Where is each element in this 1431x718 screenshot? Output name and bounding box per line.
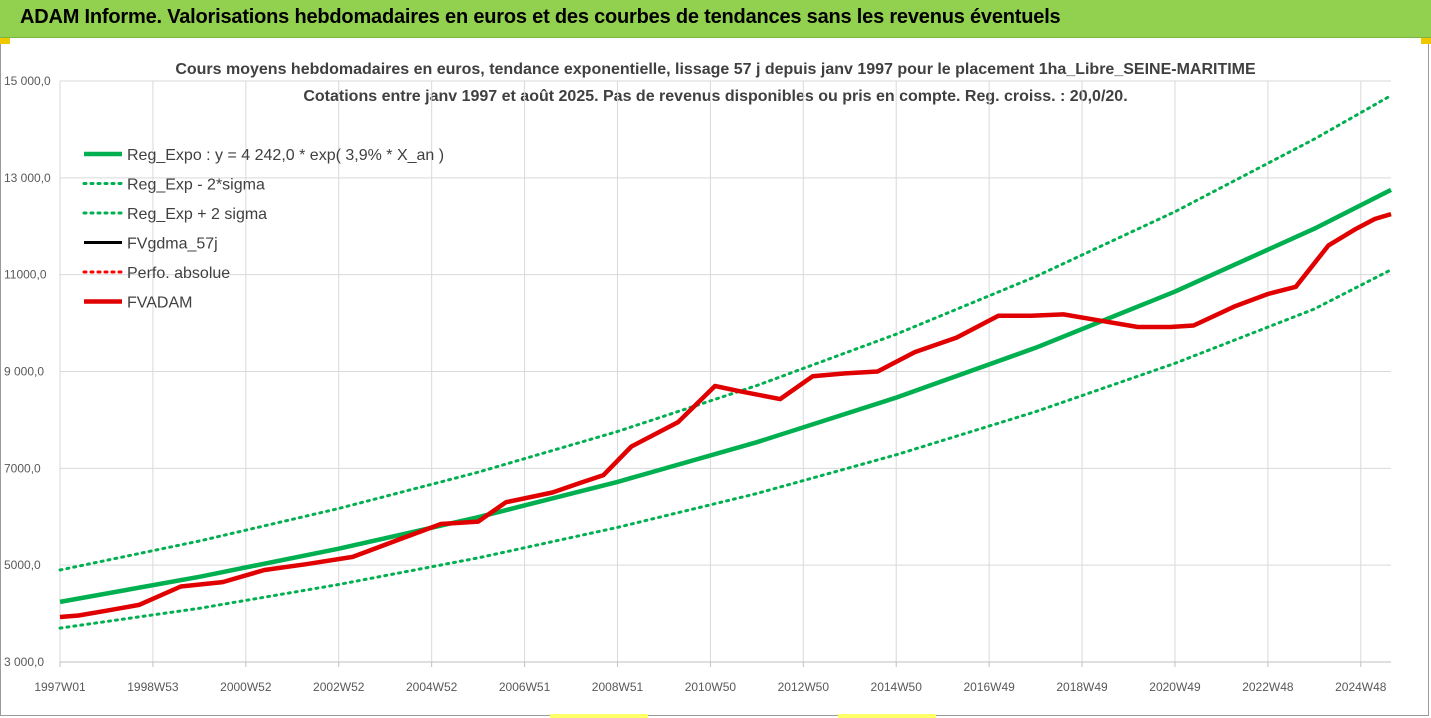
y-tick-label: 15 000,0 xyxy=(4,74,51,88)
y-tick-label: 7000,0 xyxy=(4,461,41,475)
x-tick-label: 1998W53 xyxy=(127,680,179,694)
report-title: ADAM Informe. Valorisations hebdomadaire… xyxy=(20,6,1061,28)
report-banner: ADAM Informe. Valorisations hebdomadaire… xyxy=(0,0,1431,38)
chart-subtitle: Cotations entre janv 1997 et août 2025. … xyxy=(303,88,1128,105)
bottom-marker-1 xyxy=(550,714,648,718)
x-tick-label: 2006W51 xyxy=(499,680,551,694)
x-tick-label: 1997W01 xyxy=(34,680,86,694)
series-line-reg-exp-2-sigma xyxy=(58,94,1393,572)
x-tick-label: 2020W49 xyxy=(1149,680,1201,694)
x-tick-label: 2002W52 xyxy=(313,680,365,694)
x-tick-label: 2000W52 xyxy=(220,680,272,694)
x-tick-label: 2008W51 xyxy=(592,680,644,694)
legend-label: Reg_Exp + 2 sigma xyxy=(127,206,267,223)
corner-marker-right xyxy=(1421,38,1431,44)
y-tick-label: 13 000,0 xyxy=(4,171,51,185)
series-line-reg-exp-2-sigma xyxy=(58,268,1393,630)
legend: Reg_Expo : y = 4 242,0 * exp( 3,9% * X_a… xyxy=(82,147,444,312)
legend-label: Reg_Exp - 2*sigma xyxy=(127,177,265,194)
x-tick-label: 2024W48 xyxy=(1335,680,1387,694)
axes: 3 000,0 5000,0 7000,0 9 000,0 11000,0 13 000,… xyxy=(4,74,1391,694)
x-tick-label: 2012W50 xyxy=(778,680,830,694)
x-tick-label: 2016W49 xyxy=(963,680,1015,694)
corner-marker-left xyxy=(0,38,10,44)
gridlines xyxy=(59,80,1391,663)
x-tick-label: 2014W50 xyxy=(871,680,923,694)
series-line-reg-expo-y-4-242-0-exp-3 xyxy=(59,187,1393,605)
x-tick-label: 2010W50 xyxy=(685,680,737,694)
legend-label: Perfo. absolue xyxy=(127,265,230,282)
series-line-fvadam xyxy=(59,211,1392,620)
chart-title: Cours moyens hebdomadaires en euros, ten… xyxy=(175,61,1256,78)
legend-label: Reg_Expo : y = 4 242,0 * exp( 3,9% * X_a… xyxy=(127,147,444,164)
legend-label: FVADAM xyxy=(127,295,192,312)
x-tick-label: 2004W52 xyxy=(406,680,458,694)
series-lines xyxy=(58,94,1393,630)
legend-label: FVgdma_57j xyxy=(127,236,218,253)
y-tick-label: 11000,0 xyxy=(4,268,47,282)
bottom-marker-2 xyxy=(838,714,936,718)
x-tick-label: 2018W49 xyxy=(1056,680,1108,694)
y-tick-label: 5000,0 xyxy=(4,558,41,572)
x-tick-label: 2022W48 xyxy=(1242,680,1294,694)
y-tick-label: 3 000,0 xyxy=(4,655,44,669)
y-tick-label: 9 000,0 xyxy=(4,365,44,379)
